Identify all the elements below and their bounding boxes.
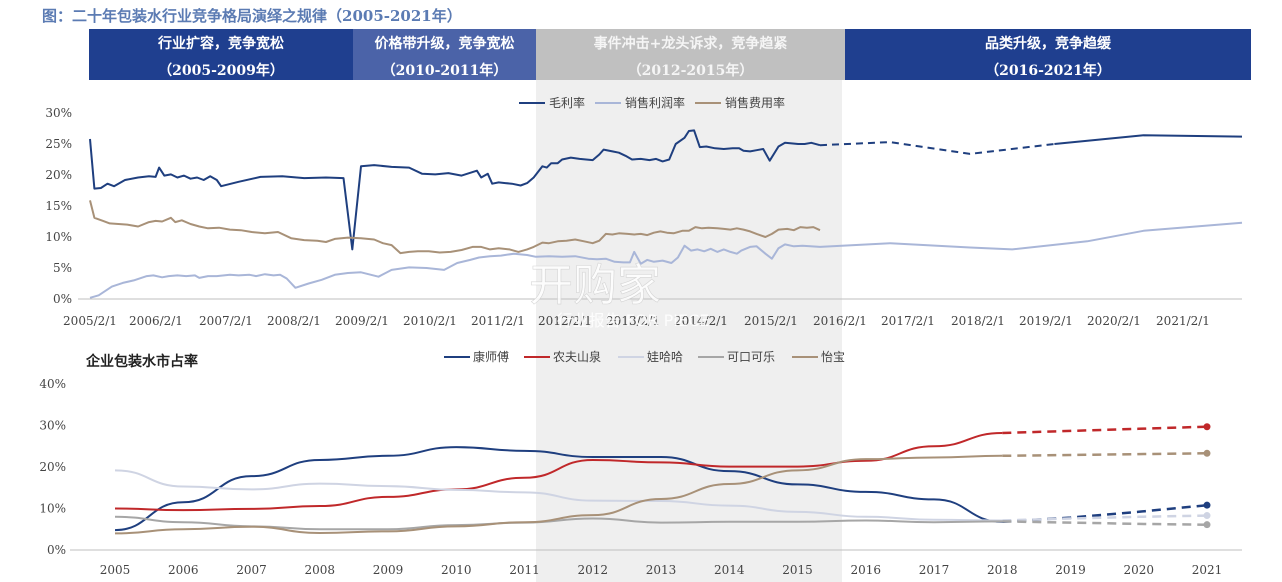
series-line (819, 141, 1055, 155)
x-tick-label: 2014 (714, 563, 745, 577)
x-tick-label: 2006 (168, 563, 199, 577)
series-forecast-line (1002, 514, 1208, 522)
y-tick-label: 10% (39, 502, 66, 516)
x-tick-label: 2011 (509, 563, 540, 577)
x-tick-label: 2018 (987, 563, 1018, 577)
x-tick-label: 2014/2/1 (674, 314, 728, 328)
phase-title: 事件冲击+龙头诉求，竞争趋紧 (594, 35, 788, 52)
series-line (114, 454, 1003, 535)
series-line (1054, 134, 1243, 145)
x-tick-label: 2007/2/1 (199, 314, 253, 328)
legend-label: 农夫山泉 (553, 350, 601, 364)
watermark-sub: 行业报告 FOR PIECE (557, 311, 710, 330)
y-tick-label: 15% (45, 199, 72, 213)
series-forecast-line (1002, 520, 1208, 526)
x-tick-label: 2019 (1055, 563, 1086, 577)
share-chart: 企业包装水市占率 0% 10% 20% 30% 40% 2005 2006 2007 2008 20… (39, 349, 1242, 577)
chart-subtitle: 企业包装水市占率 (85, 353, 198, 370)
legend-label: 娃哈哈 (647, 350, 683, 364)
x-tick-label: 2020 (1123, 563, 1154, 577)
x-tick-label: 2009 (373, 563, 404, 577)
x-tick-label: 2019/2/1 (1019, 314, 1073, 328)
phase-box (89, 29, 353, 80)
phase-title: 价格带升级，竞争宽松 (375, 35, 515, 52)
legend-label: 可口可乐 (727, 350, 775, 364)
x-tick-label: 2010/2/1 (403, 314, 457, 328)
x-tick-label: 2012 (577, 563, 608, 577)
x-tick-label: 2017/2/1 (881, 314, 935, 328)
y-tick-label: 10% (45, 230, 72, 244)
x-tick-label: 2015/2/1 (744, 314, 798, 328)
phase-title: 品类升级，竞争趋缓 (985, 35, 1112, 52)
series-line (89, 221, 1243, 299)
legend-label: 怡宝 (821, 350, 845, 364)
x-tick-label: 2020/2/1 (1087, 314, 1141, 328)
legend-label: 销售费用率 (725, 95, 785, 110)
x-tick-label: 2006/2/1 (129, 314, 183, 328)
x-tick-label: 2005 (100, 563, 131, 577)
watermark-brand: 开购家 (529, 260, 661, 311)
legend-label: 毛利率 (549, 95, 585, 110)
series-line (89, 200, 821, 255)
phase-years: （2012-2015年） (628, 62, 754, 79)
phase-box (353, 29, 536, 80)
phase-box (536, 29, 845, 80)
x-tick-label: 2013/2/1 (606, 314, 660, 328)
phase-header: 行业扩容，竞争宽松 （2005-2009年） 价格带升级，竞争宽松 （2010-201… (89, 29, 1251, 80)
legend-label: 销售利润率 (625, 95, 685, 110)
series-end-point (1203, 501, 1211, 509)
x-tick-label: 2005/2/1 (63, 314, 117, 328)
y-tick-label: 0% (53, 292, 72, 306)
series-line (114, 431, 1003, 512)
phase-title: 行业扩容，竞争宽松 (157, 35, 284, 52)
phase-years: （2010-2011年） (382, 62, 508, 79)
phase-box (845, 29, 1251, 80)
y-tick-label: 5% (53, 261, 72, 275)
y-tick-label: 40% (39, 377, 66, 391)
series-end-point (1203, 512, 1211, 520)
series-line (89, 129, 821, 251)
y-tick-label: 20% (39, 460, 66, 474)
legend-label: 康师傅 (473, 349, 509, 364)
x-tick-label: 2012/2/1 (538, 314, 592, 328)
series-end-point (1203, 449, 1211, 457)
y-tick-label: 0% (47, 543, 66, 557)
figure-title: 图：二十年包装水行业竞争格局演绎之规律（2005-2021年） (42, 7, 462, 25)
x-tick-label: 2011/2/1 (471, 314, 525, 328)
phase-years: （2005-2009年） (158, 62, 284, 79)
x-tick-label: 2016 (850, 563, 881, 577)
series-forecast-line (1002, 452, 1208, 458)
phase-years: （2016-2021年） (985, 62, 1111, 79)
x-tick-label: 2013 (646, 563, 677, 577)
x-tick-label: 2021 (1192, 563, 1223, 577)
series-line (114, 446, 1003, 532)
x-tick-label: 2017 (919, 563, 950, 577)
x-tick-label: 2008 (304, 563, 335, 577)
series-forecast-line (1002, 425, 1208, 435)
x-tick-label: 2015 (782, 563, 813, 577)
x-tick-label: 2008/2/1 (267, 314, 321, 328)
x-tick-label: 2021/2/1 (1156, 314, 1210, 328)
series-end-point (1203, 423, 1211, 431)
y-tick-label: 30% (45, 106, 72, 120)
y-tick-label: 30% (39, 419, 66, 433)
series-line (114, 469, 1003, 522)
y-tick-label: 20% (45, 168, 72, 182)
x-tick-label: 2009/2/1 (335, 314, 389, 328)
series-end-point (1203, 521, 1211, 529)
x-tick-label: 2018/2/1 (951, 314, 1005, 328)
x-tick-label: 2010 (441, 563, 472, 577)
x-tick-label: 2016/2/1 (813, 314, 867, 328)
x-tick-label: 2007 (236, 563, 267, 577)
y-tick-label: 25% (45, 137, 72, 151)
margin-chart: 0% 5% 10% 15% 20% 25% 30% 2005/2/1 2006/2/1 2007/… (45, 95, 1243, 328)
